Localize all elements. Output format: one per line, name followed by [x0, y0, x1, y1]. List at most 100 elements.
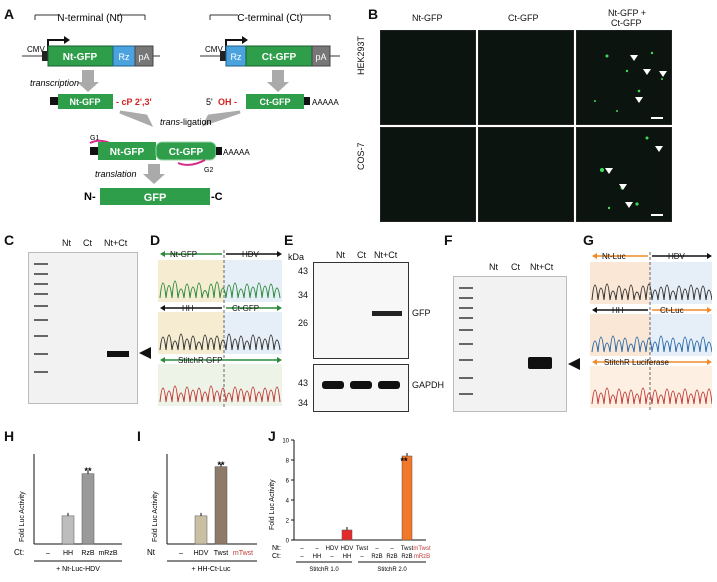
chart-j-nt-5: – [375, 546, 379, 552]
arrowhead-icon [625, 202, 633, 208]
seq-g-label-ntluc: Nt-Luc [602, 252, 626, 261]
scale-bar [651, 214, 663, 216]
transcription-label: transcription [30, 78, 79, 88]
gel-c-lane-ct: Ct [83, 238, 92, 248]
chart-j-ct-3: HH [343, 554, 352, 560]
seq-d-label-hh: HH [182, 304, 194, 313]
trans-ligation-label: trans-ligation [160, 117, 212, 127]
seq-d-label-ctgfp: Ct-GFP [232, 304, 259, 313]
chart-h-footer: + Nt-Luc-HDV [56, 566, 100, 573]
seq-g-label-hh: HH [612, 306, 624, 315]
seq-d: Nt-GFP HDV HH Ct-GFP StitchR GFP [158, 250, 282, 408]
blot-top-label: GFP [412, 308, 431, 318]
c-term-label: -C [211, 191, 223, 203]
blot-bottom-label: GAPDH [412, 380, 445, 390]
chart-j-ct-2: – [330, 554, 334, 560]
chart-i-significance: ** [217, 460, 225, 470]
cos-signal [600, 136, 663, 216]
chart-j-ticklabel-2: 4 [286, 499, 290, 505]
chart-j-ylabel: Fold Luc Activity [269, 479, 276, 530]
seq-g-label-stitchr: StitchR Luciferase [604, 358, 669, 367]
chart-j-ct-5: RzB [371, 554, 382, 560]
chart-j-ticklabel-0: 0 [286, 539, 290, 545]
chart-i-cat-1: HDV [194, 550, 209, 557]
blot-lane-ct: Ct [357, 250, 366, 260]
chart-j-ticklabel-5: 10 [282, 439, 289, 445]
panel-label-g: G [583, 232, 594, 248]
g2-label: G2 [204, 167, 213, 174]
schematic-a: N-terminal (Nt) C-terminal (Ct) CMV Nt-G… [22, 13, 340, 205]
micro-row-hek: HEK293T [356, 35, 366, 75]
micro-col-ntgfp: Nt-GFP [412, 13, 443, 23]
cmv-label-nt: CMV [27, 45, 45, 54]
band-arrow-icon [139, 347, 151, 359]
chart-j-nt-3: HDV [341, 546, 354, 552]
chart-i-cat-2: Twst [214, 550, 228, 557]
oh-end-label: OH - [218, 97, 237, 107]
gel-f [453, 276, 567, 412]
chart-j-bar-7 [401, 455, 413, 541]
chart-j-nt-6: – [390, 546, 394, 552]
pa-box-nt: pA [138, 52, 149, 62]
panel-label-h: H [4, 428, 15, 444]
chart-j-ticklabel-3: 6 [286, 479, 290, 485]
cmv-label-ct: CMV [205, 45, 223, 54]
seq-g-label-ctluc: Ct-Luc [660, 306, 684, 315]
gel-f-lane-ct: Ct [511, 262, 520, 272]
chart-h-rowlabel: Ct: [14, 548, 24, 557]
nt-header: N-terminal (Nt) [57, 13, 123, 24]
band-arrow-icon [568, 358, 580, 370]
chart-j-group2: StitchR 2.0 [377, 567, 407, 573]
panel-label-j: J [268, 428, 276, 444]
chart-i-cat-0: – [179, 550, 183, 557]
chart-j-nt-0: – [300, 546, 304, 552]
chart-h-ylabel: Fold Luc Activity [19, 491, 26, 542]
blot-bottom [313, 364, 409, 412]
scale-bar [651, 117, 663, 119]
gel-c-lane-ntct: Nt+Ct [104, 238, 128, 248]
arrowhead-icon [655, 146, 663, 152]
micro-cos-ct [478, 127, 574, 222]
chart-i-rowlabel: Nt [147, 548, 156, 557]
gel-f-lane-ntct: Nt+Ct [530, 262, 554, 272]
arrowhead-icon [630, 55, 638, 61]
blot-unit: kDa [288, 252, 305, 262]
chart-j-bar-3 [341, 529, 353, 541]
micro-hek-nt [380, 30, 476, 125]
chart-j-nt-4: Twst [356, 546, 369, 552]
arrowhead-icon [605, 168, 613, 174]
chart-j-nt-8: mTwst [413, 546, 431, 552]
cp-end-label: - cP 2',3' [116, 97, 152, 107]
chart-h-bar-2 [81, 473, 95, 545]
chart-i-footer: + HH-Ct-Luc [191, 566, 231, 573]
panel-label-b: B [368, 6, 379, 22]
chart-h-bar-1 [61, 515, 75, 545]
micro-hek-both [576, 30, 672, 125]
translation-label: translation [95, 169, 137, 179]
panel-label-f: F [444, 232, 453, 248]
chart-h-cat-2: RzB [81, 550, 95, 557]
ct-gfp-box: Ct-GFP [262, 52, 297, 63]
arrowhead-icon [619, 184, 627, 190]
hek-signal [594, 51, 667, 119]
chart-j-nt-1: – [315, 546, 319, 552]
blot-top [313, 262, 409, 359]
arrowhead-icon [635, 97, 643, 103]
chart-j-ct-1: HH [313, 554, 322, 560]
seq-d-label-ntgfp: Nt-GFP [170, 250, 197, 259]
panel-label-d: D [150, 232, 161, 248]
gfp-band [372, 311, 402, 316]
chart-j-ct-6: RzB [386, 554, 397, 560]
blot-top-26: 26 [298, 318, 309, 328]
arrowhead-icon [659, 71, 667, 77]
micro-col-both-line2: Ct-GFP [611, 18, 642, 28]
micro-hek-ct [478, 30, 574, 125]
chart-j-ticklabel-4: 8 [286, 459, 290, 465]
blot-top-34: 34 [298, 290, 309, 300]
chart-j-nt-2: HDV [326, 546, 339, 552]
ligated-nt-gfp: Nt-GFP [110, 147, 145, 158]
gel-c [28, 252, 138, 404]
chart-i-cat-3: mTwst [233, 550, 253, 557]
gel-c-band [107, 351, 129, 357]
